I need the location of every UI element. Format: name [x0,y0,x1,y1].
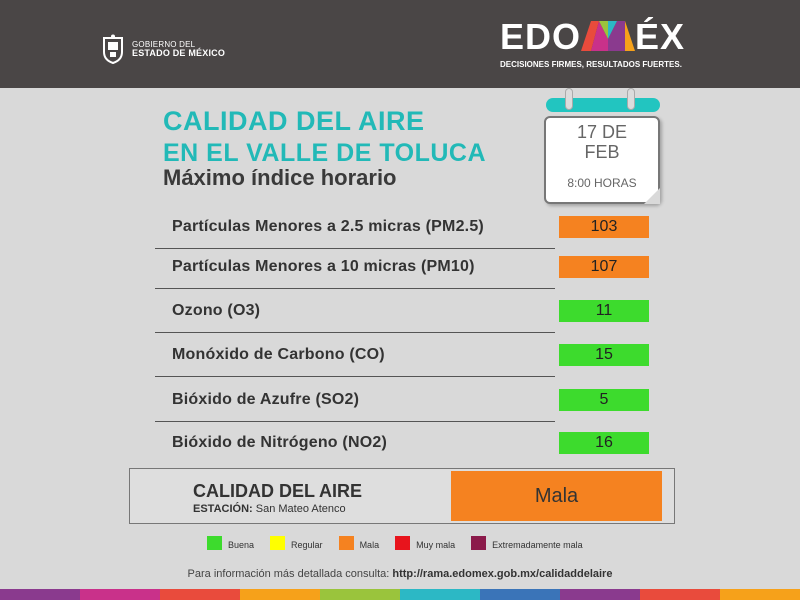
pollutant-row: Bióxido de Nitrógeno (NO2) [155,430,555,460]
state-seal-icon [103,34,123,64]
legend-label: Mala [359,540,380,550]
government-name: GOBIERNO DEL ESTADO DE MÉXICO [132,40,225,58]
pollutant-row: Bióxido de Azufre (SO2) [155,387,555,422]
station-info: ESTACIÓN: San Mateo Atenco [193,503,346,515]
gov-line2: ESTADO DE MÉXICO [132,48,226,58]
row-divider [155,421,555,422]
legend-label: Extremadamente mala [492,540,583,550]
legend-item: Muy mala [395,536,455,550]
row-divider [155,332,555,333]
summary-title: CALIDAD DEL AIRE [193,481,363,501]
legend-swatch [270,536,286,550]
pollutant-value: 107 [559,256,649,278]
color-stripe [0,589,800,600]
pollutant-label: Monóxido de Carbono (CO) [172,346,385,363]
footer-note: Para información más detallada consulta:… [0,568,800,580]
legend-item: Extremadamente mala [471,536,583,550]
pollutant-value: 103 [559,216,649,238]
footer-link[interactable]: http://rama.edomex.gob.mx/calidaddelaire [392,568,613,580]
legend-swatch [207,536,222,550]
legend-label: Regular [291,540,323,550]
calendar-month: FEB [584,142,620,162]
pollutant-label: Bióxido de Nitrógeno (NO2) [172,434,387,451]
footer-text: Para información más detallada consulta: [187,568,390,580]
legend-swatch [338,536,354,550]
calendar-page: 17 DE FEB 8:00 HORAS [544,116,660,204]
pollutant-label: Partículas Menores a 10 micras (PM10) [172,258,475,275]
header-bar: GOBIERNO DEL ESTADO DE MÉXICO EDO ÉX DEC… [0,0,800,88]
date-calendar: 17 DE FEB 8:00 HORAS [543,88,661,206]
index-caption: Máximo índice horario [163,165,397,190]
legend-swatch [395,536,411,550]
pollutant-row: Partículas Menores a 2.5 micras (PM2.5) [155,214,555,249]
pollutant-label: Ozono (O3) [172,302,261,319]
brand-right: ÉX [635,16,686,57]
legend-label: Buena [228,540,255,550]
legend-swatch [471,536,487,550]
row-divider [155,248,555,249]
pollutant-value: 15 [559,344,649,366]
calendar-ring-icon [565,88,573,110]
station-label: ESTACIÓN: [193,503,253,515]
brand-m-icon [581,20,636,51]
brand-name: EDO ÉX [500,18,710,56]
station-value: San Mateo Atenco [255,503,346,515]
legend-item: Buena [207,536,254,550]
page-subtitle: EN EL VALLE DE TOLUCA [163,139,487,167]
legend-label: Muy mala [416,540,456,550]
calendar-header [546,98,660,112]
calendar-day: 17 DE [576,122,628,142]
pollutant-label: Bióxido de Azufre (SO2) [172,391,360,408]
brand-slogan: DECISIONES FIRMES, RESULTADOS FUERTES. [500,60,682,69]
edomex-logo: EDO ÉX DECISIONES FIRMES, RESULTADOS FUE… [500,18,710,70]
calendar-ring-icon [627,88,635,110]
brand-left: EDO [500,16,582,57]
pollutant-value: 16 [559,432,649,454]
pollutant-row: Monóxido de Carbono (CO) [155,342,555,377]
legend-item: Regular [270,536,323,550]
pollutant-row: Partículas Menores a 10 micras (PM10) [155,254,555,289]
row-divider [155,376,555,377]
pollutant-row: Ozono (O3) [155,298,555,333]
pollutant-value: 5 [559,389,649,411]
government-logo: GOBIERNO DEL ESTADO DE MÉXICO [100,34,225,64]
page-title: CALIDAD DEL AIRE [163,106,425,136]
page-curl-icon [644,188,660,204]
legend-item: Mala [338,536,380,550]
color-legend: Buena Regular Mala Muy mala Extremadamen… [207,536,599,550]
gov-line1: GOBIERNO DEL [132,40,196,49]
row-divider [155,288,555,289]
calendar-hour: 8:00 HORAS [567,176,637,190]
pollutant-label: Partículas Menores a 2.5 micras (PM2.5) [172,218,484,235]
air-quality-summary: CALIDAD DEL AIRE ESTACIÓN: San Mateo Ate… [129,468,675,524]
pollutant-value: 11 [559,300,649,322]
status-badge: Mala [451,471,662,521]
